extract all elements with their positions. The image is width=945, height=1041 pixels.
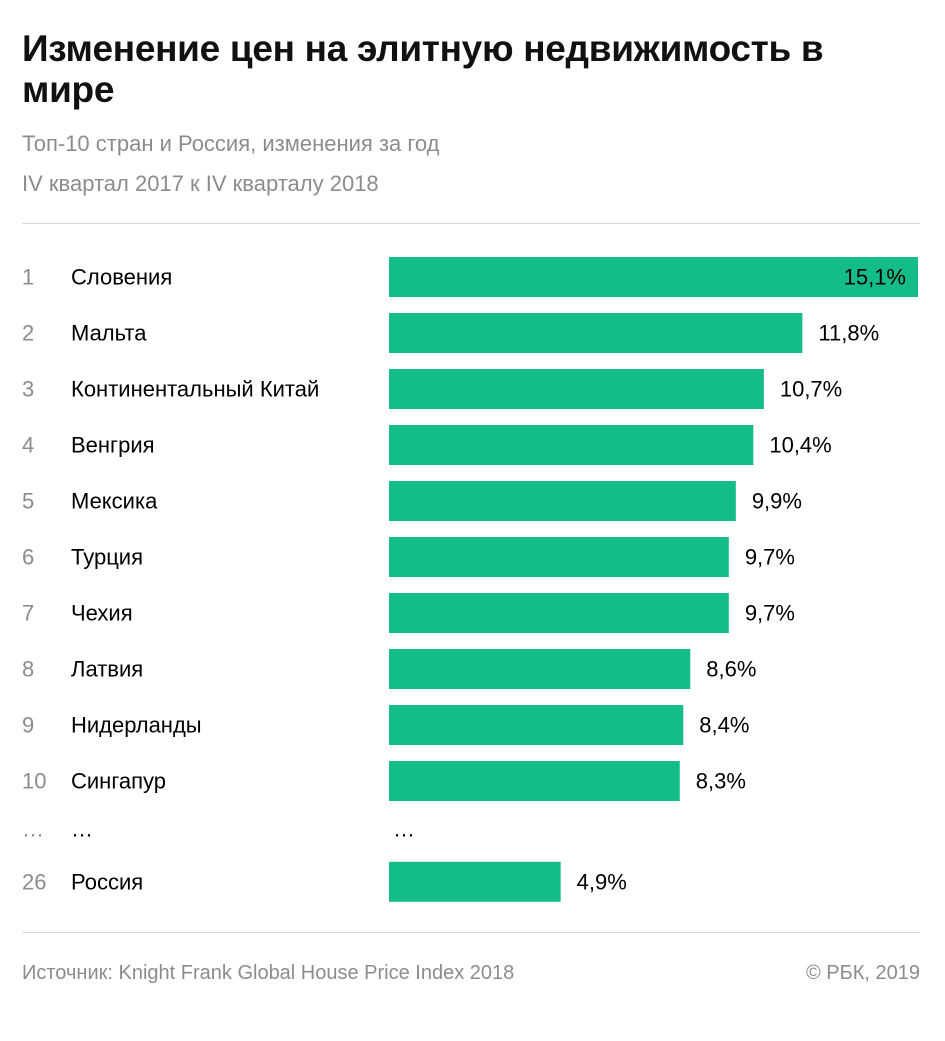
source-note: Источник: Knight Frank Global House Pric… — [22, 962, 515, 984]
bar — [389, 649, 691, 689]
bar-value-label: 4,9% — [577, 869, 627, 894]
chart-subtitle-line1: Топ-10 стран и Россия, изменения за год — [22, 131, 440, 156]
chart-title: Изменение цен на элитную недвижимость в … — [22, 28, 824, 110]
bar-country-label: Россия — [71, 869, 143, 894]
bar — [389, 369, 764, 409]
bar-country-label: Словения — [71, 265, 172, 290]
bar — [389, 761, 680, 801]
chart-subtitle-line2: IV квартал 2017 к IV кварталу 2018 — [22, 171, 379, 196]
bar — [389, 425, 754, 465]
bar — [389, 313, 803, 353]
bar — [389, 537, 729, 577]
bar-rank: 8 — [22, 657, 34, 682]
bar-value-label: 8,6% — [706, 657, 756, 682]
ellipsis-rank: … — [22, 817, 44, 842]
bar-country-label: Турция — [71, 545, 143, 570]
bar-value-label: 10,7% — [780, 377, 842, 402]
bar-rank: 26 — [22, 869, 46, 894]
bar-country-label: Чехия — [71, 601, 133, 626]
bottom-divider — [22, 932, 920, 933]
bar-rank: 4 — [22, 433, 34, 458]
bar-country-label: Нидерланды — [71, 713, 202, 738]
copyright: © РБК, 2019 — [805, 962, 920, 984]
ellipsis-value: … — [393, 817, 415, 842]
bar-value-label: 8,3% — [696, 769, 746, 794]
bar-rank: 1 — [22, 265, 34, 290]
bar-rank: 2 — [22, 321, 34, 346]
bar-rank: 5 — [22, 489, 34, 514]
bar — [389, 705, 684, 745]
bar-rank: 7 — [22, 601, 34, 626]
bar-country-label: Мексика — [71, 489, 158, 514]
bar-chart: 1 Словения 15,1% 2 Мальта 11,8% 3 Континентальн… — [22, 257, 918, 902]
bar-rank: 10 — [22, 769, 46, 794]
bar-rank: 9 — [22, 713, 34, 738]
bar — [389, 257, 918, 297]
bar-country-label: Сингапур — [71, 769, 166, 794]
bar-value-label: 8,4% — [699, 713, 749, 738]
bar — [389, 593, 729, 633]
top-divider — [22, 223, 920, 224]
bar-value-label: 9,9% — [752, 489, 802, 514]
bar-country-label: Латвия — [71, 657, 143, 682]
bar-country-label: Венгрия — [71, 433, 155, 458]
bar-value-label: 9,7% — [745, 601, 795, 626]
bar — [389, 481, 736, 521]
bar-rank: 3 — [22, 377, 34, 402]
bar-rank: 6 — [22, 545, 34, 570]
bar-value-label: 9,7% — [745, 545, 795, 570]
bar-country-label: Континентальный Китай — [71, 377, 319, 402]
bar-country-label: Мальта — [71, 321, 147, 346]
bar — [389, 861, 561, 902]
ellipsis-country: … — [71, 817, 93, 842]
bar-value-label: 11,8% — [818, 321, 879, 346]
bar-value-label: 10,4% — [769, 433, 831, 458]
bar-value-label: 15,1% — [844, 265, 906, 290]
